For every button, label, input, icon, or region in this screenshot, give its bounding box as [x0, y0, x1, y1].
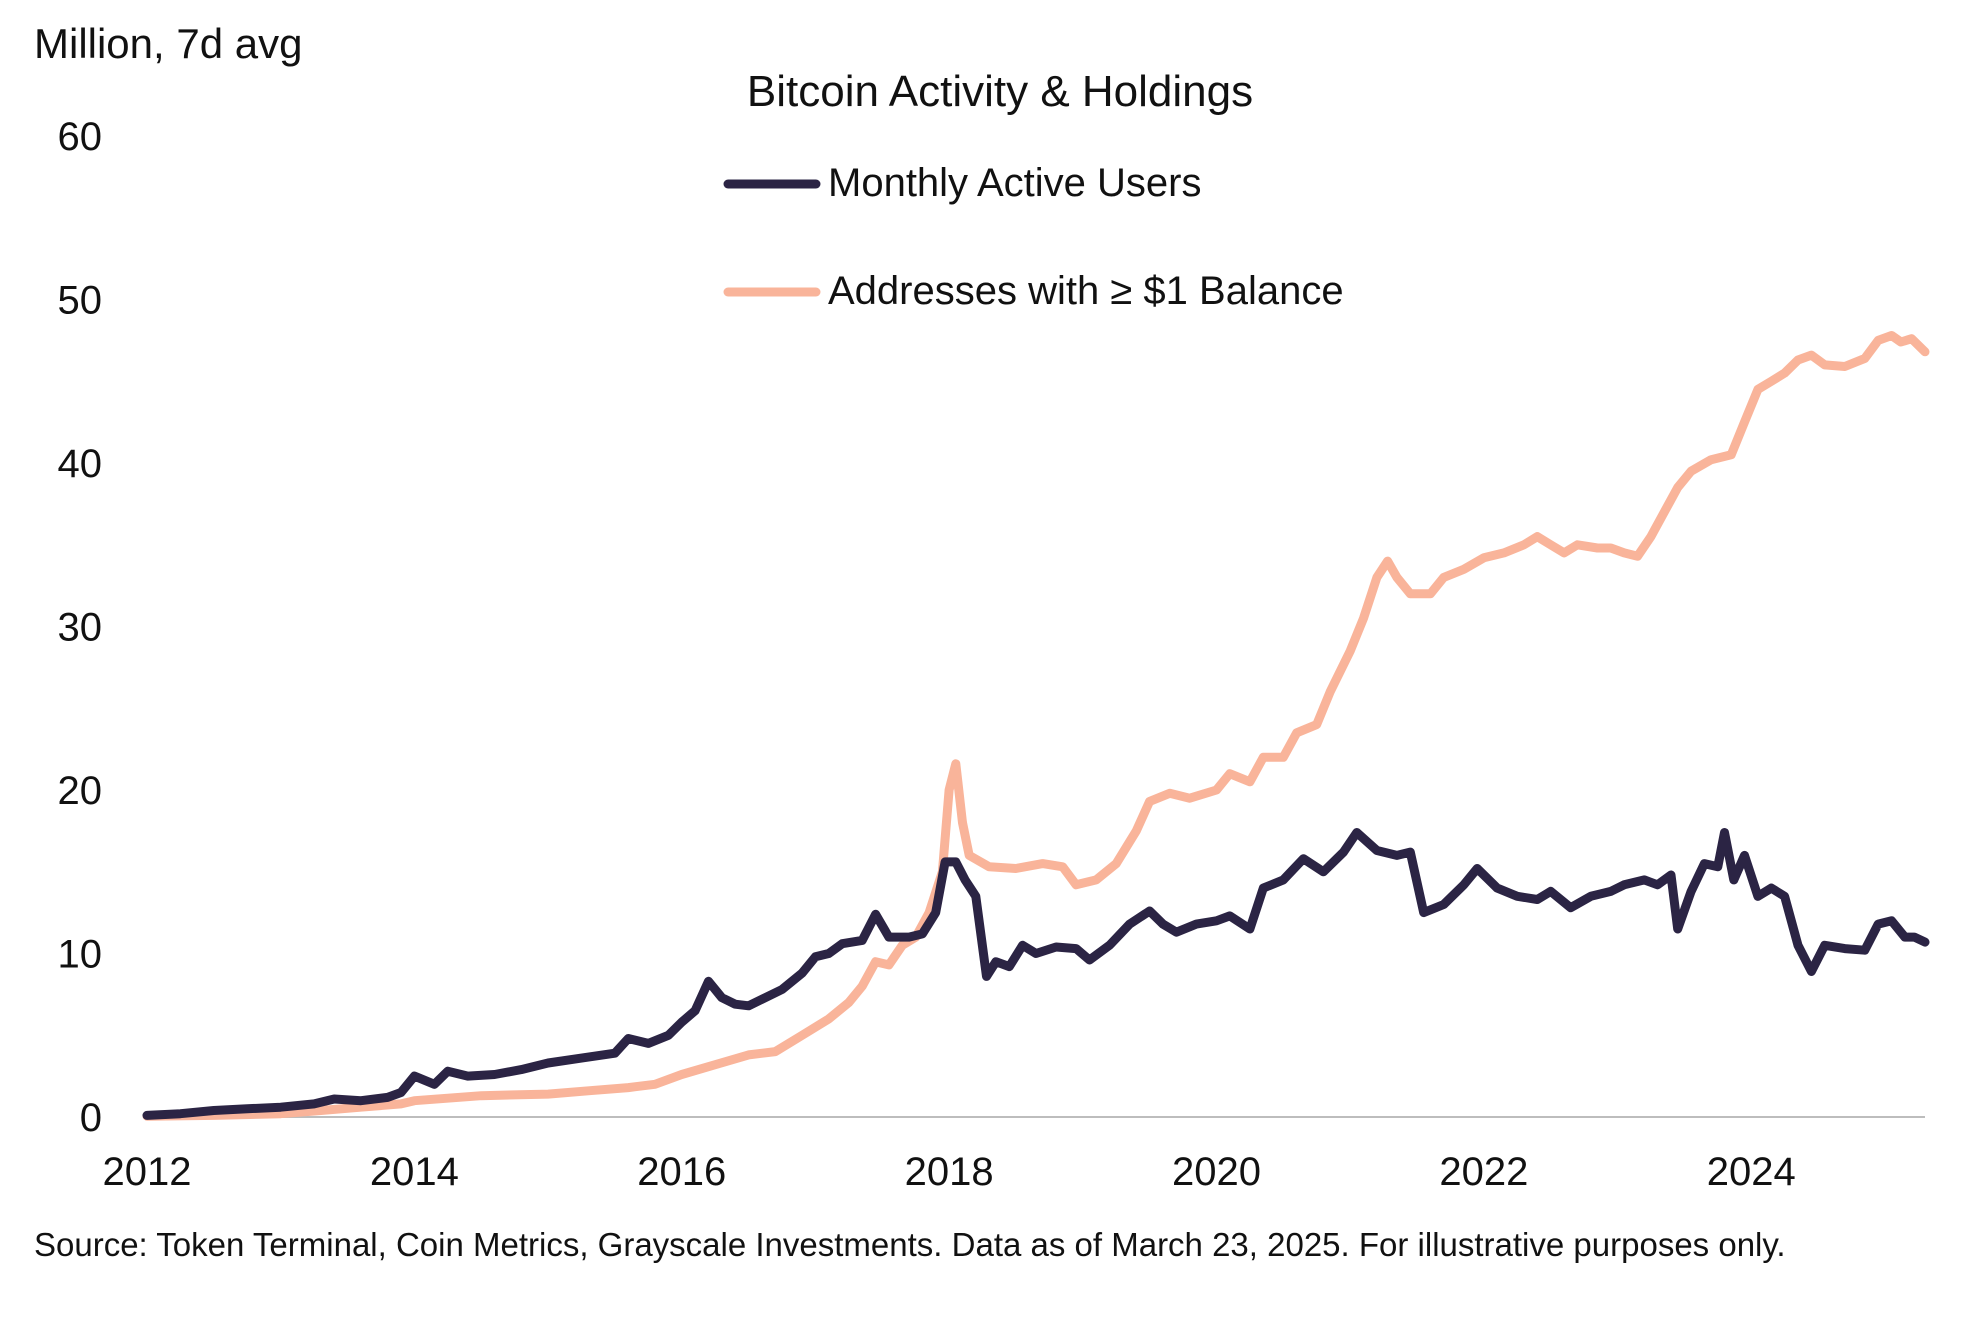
- x-tick-label: 2020: [1172, 1150, 1261, 1194]
- x-tick-label: 2022: [1439, 1150, 1528, 1194]
- plot-area: [142, 331, 1930, 1121]
- y-tick-label: 30: [58, 606, 103, 650]
- series-line-monthly-active-users: [142, 828, 1930, 1120]
- x-tick-label: 2012: [103, 1150, 192, 1194]
- y-axis-unit-label: Million, 7d avg: [34, 20, 302, 67]
- chart-title: Bitcoin Activity & Holdings: [747, 67, 1253, 116]
- y-tick-label: 0: [80, 1096, 102, 1140]
- x-tick-label: 2024: [1707, 1150, 1796, 1194]
- y-axis: 0 10 20 30 40 50 60: [58, 115, 103, 1140]
- x-tick-label: 2018: [905, 1150, 994, 1194]
- y-tick-label: 10: [58, 933, 103, 977]
- series-line-addresses-balance: [142, 331, 1930, 1121]
- y-tick-label: 20: [58, 769, 103, 813]
- y-tick-label: 60: [58, 115, 103, 159]
- legend: Monthly Active Users Addresses with ≥ $1…: [723, 161, 1344, 313]
- x-tick-label: 2016: [637, 1150, 726, 1194]
- legend-label-addresses-balance: Addresses with ≥ $1 Balance: [828, 269, 1344, 313]
- y-tick-label: 40: [58, 442, 103, 486]
- y-tick-label: 50: [58, 279, 103, 323]
- legend-label-monthly-active-users: Monthly Active Users: [828, 161, 1201, 205]
- x-tick-label: 2014: [370, 1150, 459, 1194]
- x-axis: 2012 2014 2016 2018 2020 2022 2024: [103, 1150, 1796, 1194]
- source-note: Source: Token Terminal, Coin Metrics, Gr…: [34, 1226, 1786, 1263]
